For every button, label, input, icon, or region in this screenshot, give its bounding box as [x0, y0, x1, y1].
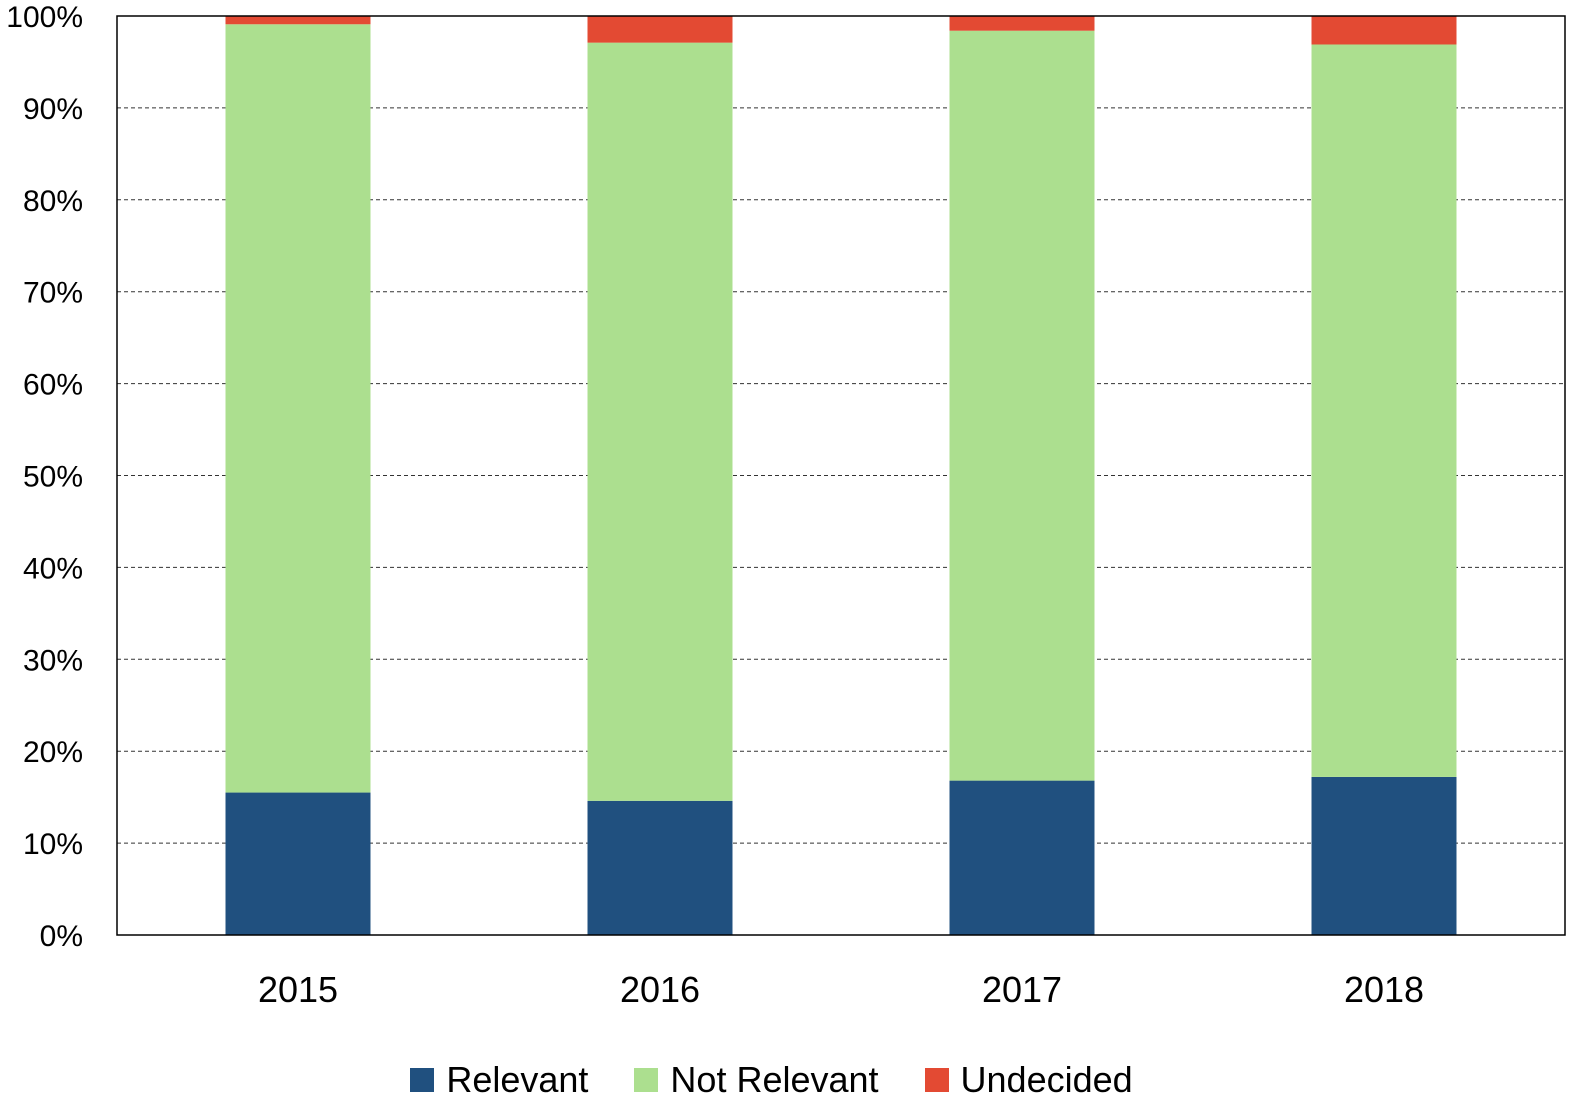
- y-tick-label: 30%: [23, 644, 83, 677]
- plot-frame: [116, 15, 1566, 936]
- legend-item-relevant: Relevant: [410, 1062, 588, 1098]
- y-tick-label: 50%: [23, 461, 83, 494]
- x-category-label: 2015: [258, 969, 338, 1010]
- y-tick-label: 90%: [23, 93, 83, 126]
- bar-undecided-2018: [1311, 16, 1457, 45]
- bar-relevant-2018: [1311, 776, 1457, 935]
- legend: Relevant Not Relevant Undecided: [0, 1056, 1563, 1104]
- legend-label: Relevant: [446, 1059, 589, 1100]
- stacked-bar-chart: 0%10%20%30%40%50%60%70%80%90%100% 2015 20…: [6, 1, 1566, 1010]
- x-category-label: 2016: [620, 969, 700, 1010]
- legend-swatch: [410, 1068, 435, 1092]
- legend-item-undecided: Undecided: [924, 1059, 1133, 1100]
- legend-label: Undecided: [960, 1059, 1133, 1100]
- legend-label: Not Relevant: [670, 1059, 879, 1100]
- bar-relevant-2016: [587, 800, 733, 935]
- bar-relevant-2015: [225, 792, 371, 935]
- bar-not-relevant-2017: [949, 30, 1095, 781]
- x-category-label: 2017: [982, 969, 1062, 1010]
- y-tick-label: 80%: [23, 185, 83, 218]
- y-tick-label: 60%: [23, 369, 83, 402]
- y-axis-tick-labels: 0% 10% 20% 30% 40% 50% 60% 70% 80% 90% 100%: [6, 1, 83, 953]
- y-tick-label: 10%: [23, 828, 83, 861]
- y-tick-label: 100%: [6, 1, 83, 34]
- bar-undecided-2015: [225, 16, 371, 25]
- legend-swatch: [634, 1068, 659, 1092]
- bar-relevant-2017: [949, 780, 1095, 935]
- legend-swatch: [924, 1068, 949, 1092]
- legend-item-not-relevant: Not Relevant: [634, 1059, 879, 1100]
- bar-undecided-2016: [587, 16, 733, 43]
- bar-not-relevant-2016: [587, 42, 733, 801]
- y-tick-label: 70%: [23, 277, 83, 310]
- x-axis-category-labels: 2015 2016 2017 2018: [258, 969, 1424, 1010]
- bar-not-relevant-2018: [1311, 44, 1457, 777]
- x-category-label: 2018: [1344, 969, 1424, 1010]
- bar-undecided-2017: [949, 16, 1095, 31]
- bar-not-relevant-2015: [225, 24, 371, 793]
- bars: [225, 16, 1457, 935]
- y-tick-label: 0%: [40, 920, 83, 953]
- y-tick-label: 20%: [23, 736, 83, 769]
- y-tick-label: 40%: [23, 552, 83, 585]
